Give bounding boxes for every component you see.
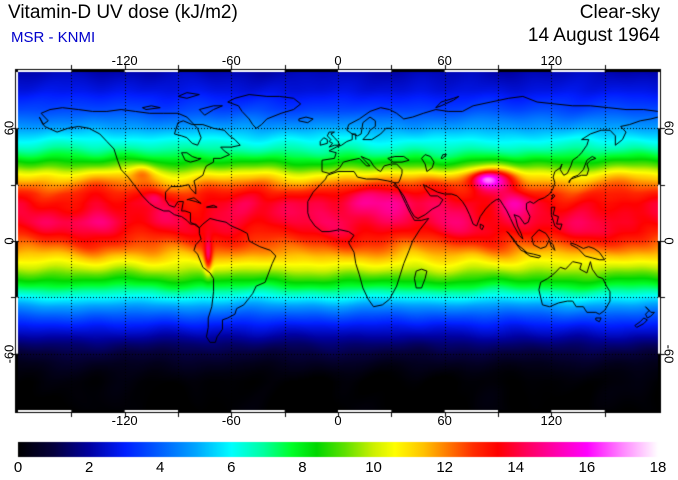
lat-tick-label-left: -60 [1,344,17,364]
lat-tick-label-left: 0 [1,237,17,245]
lon-tick-label-bottom: 120 [540,413,563,428]
colorbar-tick-label: 2 [84,459,94,476]
lon-tick-label-top: -120 [111,53,138,68]
figure-title: Vitamin-D UV dose (kJ/m2) [8,2,238,23]
lat-tick-label-right: 0 [661,237,677,245]
colorbar-tick-label: 10 [365,459,382,476]
colorbar-tick-label: 18 [649,459,667,476]
colorbar-tick-label: 14 [507,459,525,476]
lon-tick-label-bottom: 0 [334,413,342,428]
colorbar-tick-label: 0 [13,459,23,476]
lon-tick-label-bottom: 60 [437,413,452,428]
data-source-label: MSR - KNMI [11,29,96,46]
colorbar-tick-label: 12 [436,459,453,476]
colorbar-tick-label: 6 [227,459,236,476]
lon-tick-label-top: -60 [221,53,241,68]
lon-tick-label-bottom: -120 [111,413,138,428]
colorbar-tick-label: 16 [578,459,596,476]
sky-condition-label: Clear-sky [579,2,660,23]
date-label: 14 August 1964 [527,25,660,46]
lat-tick-label-left: 60 [1,121,17,136]
lat-tick-label-right: -60 [661,344,677,364]
lat-tick-label-right: 60 [661,121,677,136]
lon-tick-label-top: 0 [334,53,342,68]
colorbar-tick-label: 4 [156,459,165,476]
lon-tick-label-bottom: -60 [221,413,241,428]
lon-tick-label-top: 60 [437,53,452,68]
lon-tick-label-top: 120 [540,53,563,68]
colorbar-tick-label: 8 [298,459,307,476]
